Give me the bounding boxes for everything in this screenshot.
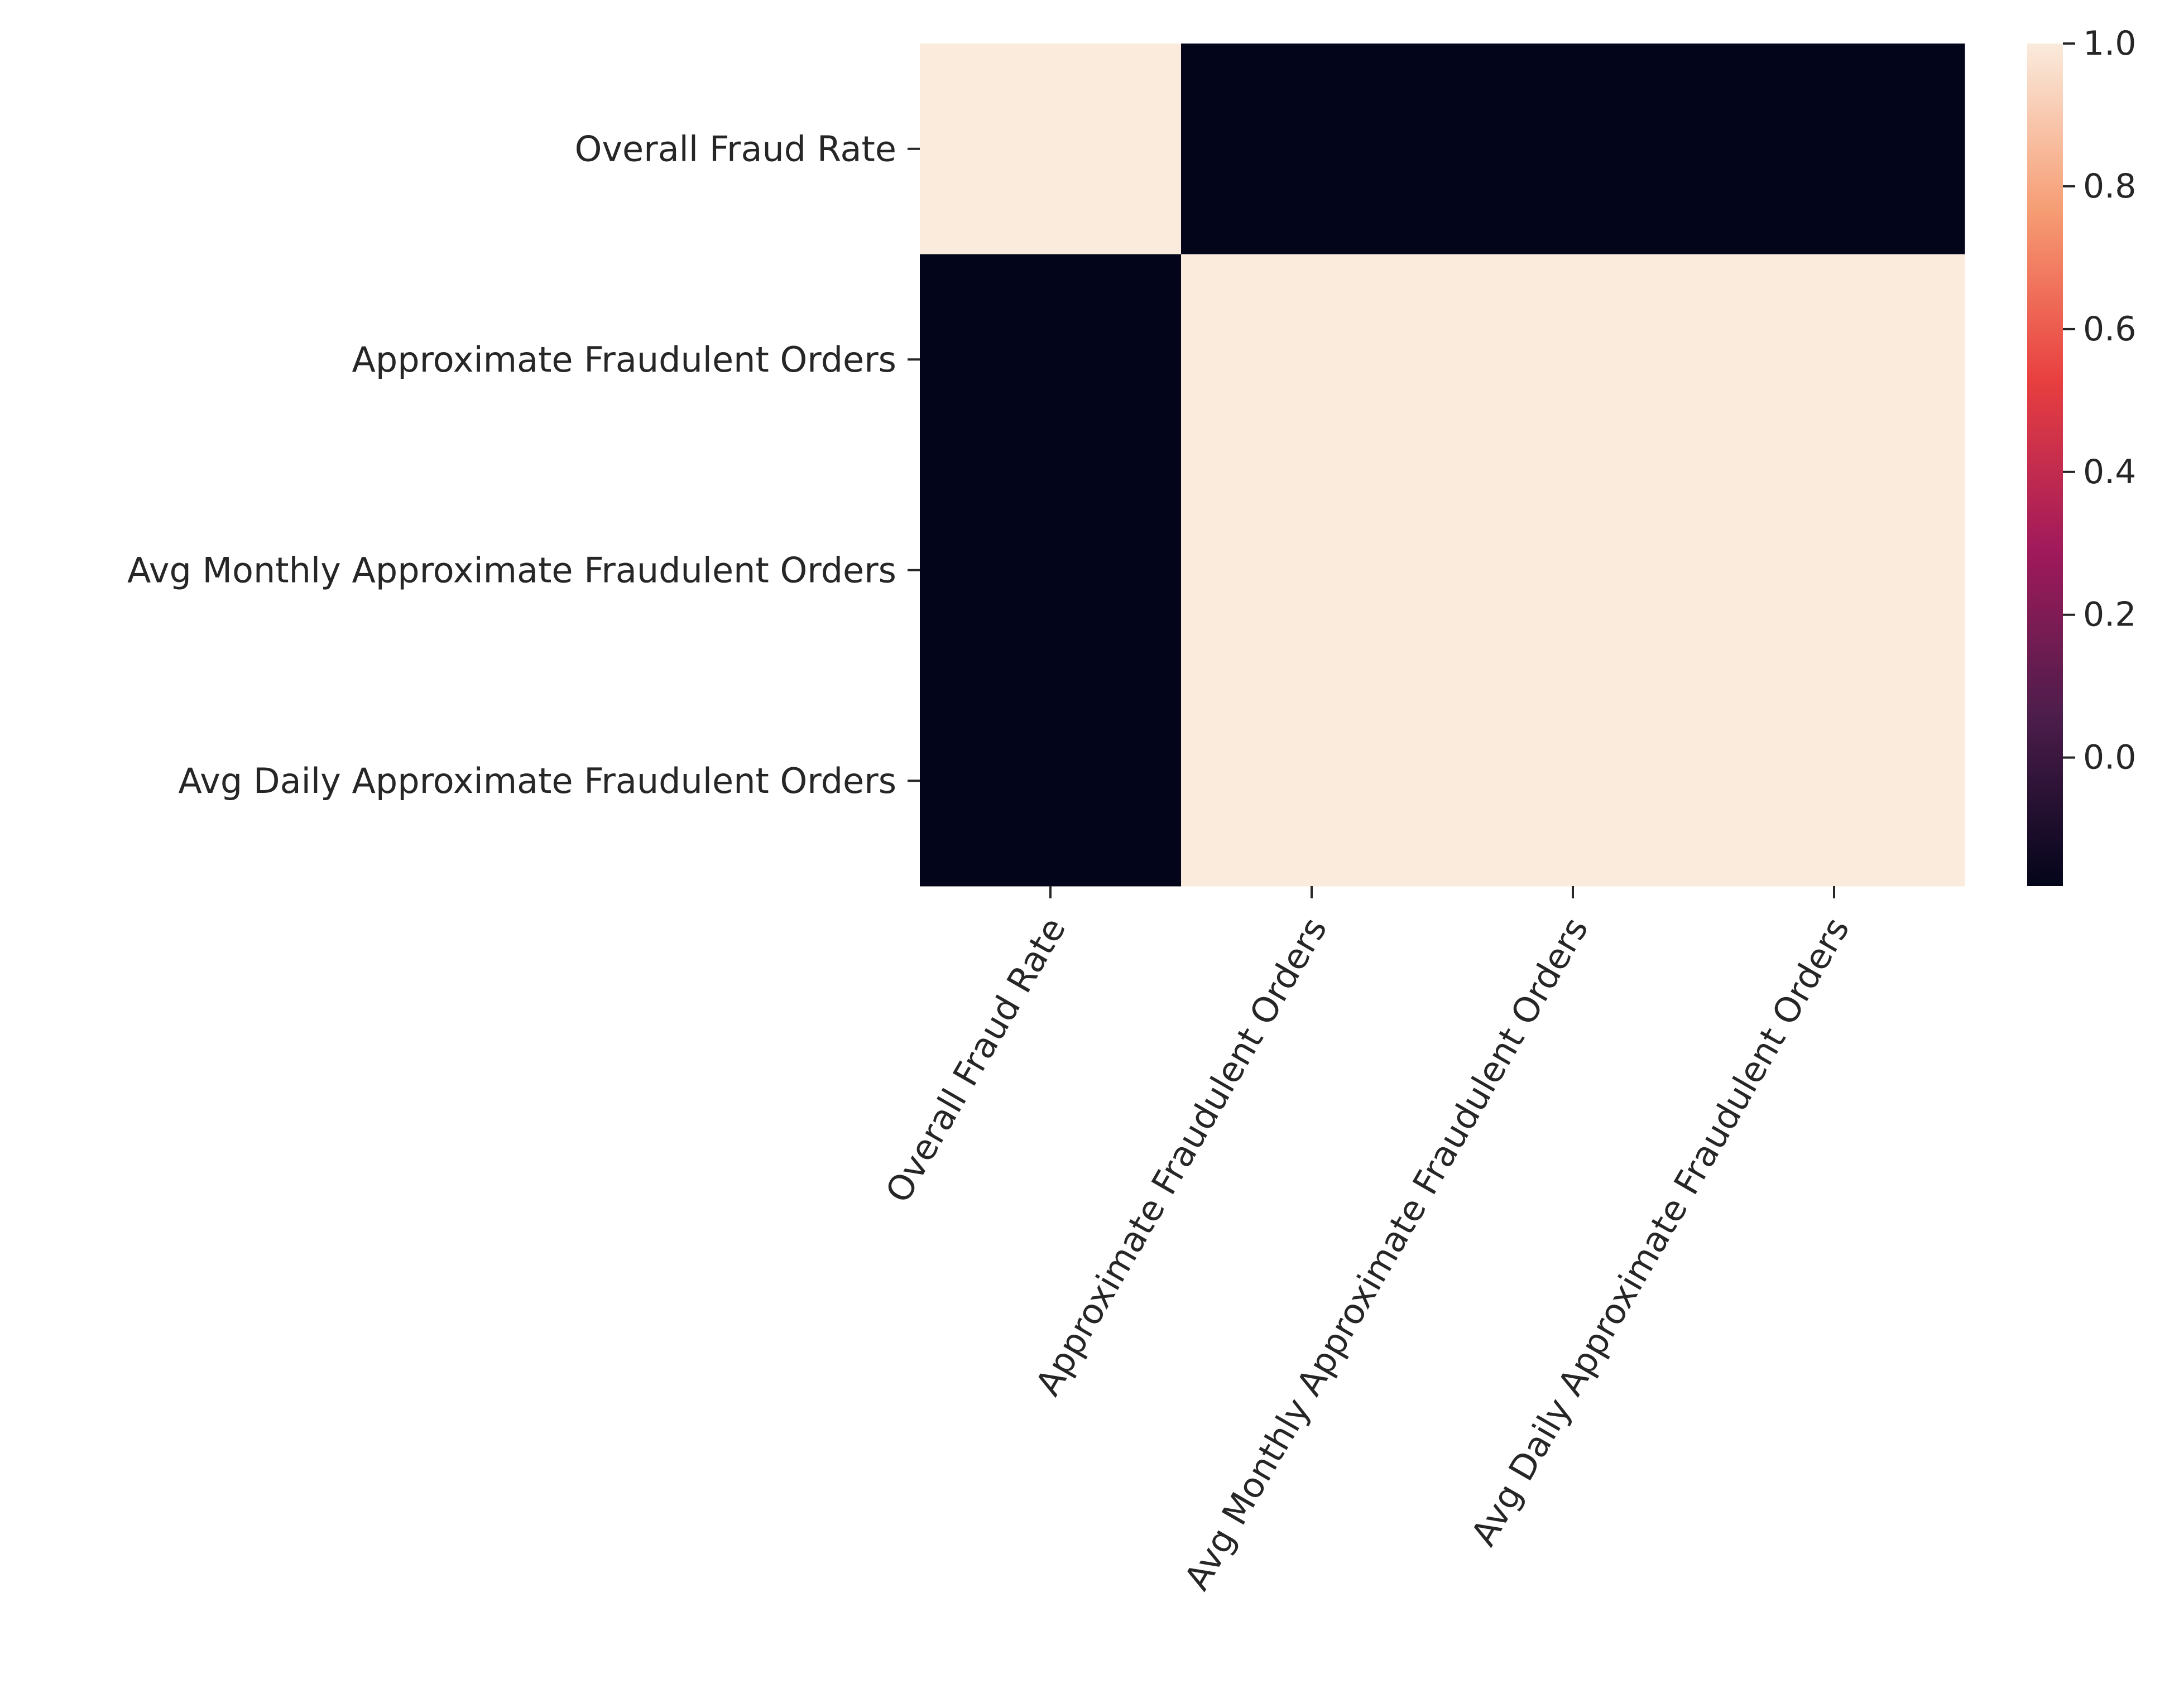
- heatmap-cell-r0-c1: [1181, 44, 1443, 254]
- heatmap-cell-r0-c2: [1442, 44, 1704, 254]
- y-tick-label: Avg Daily Approximate Fraudulent Orders: [178, 761, 896, 801]
- y-axis-tick-labels: Overall Fraud Rate Approximate Fraudulent…: [127, 128, 920, 801]
- heatmap-cell-r3-c3: [1703, 675, 1965, 887]
- heatmap-cell-r1-c2: [1442, 254, 1704, 465]
- colorbar-tick-label: 1.0: [2083, 24, 2136, 63]
- heatmap-cell-r0-c3: [1703, 44, 1965, 254]
- colorbar-tick-label: 0.4: [2083, 453, 2136, 492]
- heatmap-cell-r2-c0: [920, 465, 1182, 676]
- heatmap-cell-r1-c3: [1703, 254, 1965, 465]
- heatmap-cell-r2-c3: [1703, 465, 1965, 676]
- heatmap-cell-r1-c0: [920, 254, 1182, 465]
- heatmap-cell-r1-c1: [1181, 254, 1443, 465]
- heatmap-cell-r2-c2: [1442, 465, 1704, 676]
- heatmap-cell-r0-c0: [920, 44, 1182, 254]
- heatmap-cell-r2-c1: [1181, 465, 1443, 676]
- y-tick-label: Approximate Fraudulent Orders: [352, 339, 896, 380]
- colorbar-tick-label: 0.0: [2083, 738, 2136, 777]
- y-tick-label: Avg Monthly Approximate Fraudulent Order…: [127, 550, 896, 590]
- y-tick-label: Overall Fraud Rate: [575, 128, 896, 169]
- colorbar-tick-label: 0.2: [2083, 595, 2136, 634]
- colorbar-tick-label: 0.6: [2083, 310, 2136, 349]
- colorbar: 0.0 0.2 0.4 0.6 0.8 1.0: [2027, 24, 2136, 886]
- colorbar-gradient: [2027, 44, 2063, 886]
- heatmap-cell-r3-c0: [920, 675, 1182, 887]
- x-tick-label: Approximate Fraudulent Orders: [1028, 911, 1335, 1402]
- x-tick-label: Overall Fraud Rate: [877, 911, 1073, 1210]
- heatmap-cell-r3-c1: [1181, 675, 1443, 887]
- heatmap-cell-r3-c2: [1442, 675, 1704, 887]
- colorbar-tick-label: 0.8: [2083, 167, 2136, 206]
- heatmap-cells: [920, 44, 1965, 887]
- x-tick-label: Avg Monthly Approximate Fraudulent Order…: [1176, 911, 1596, 1597]
